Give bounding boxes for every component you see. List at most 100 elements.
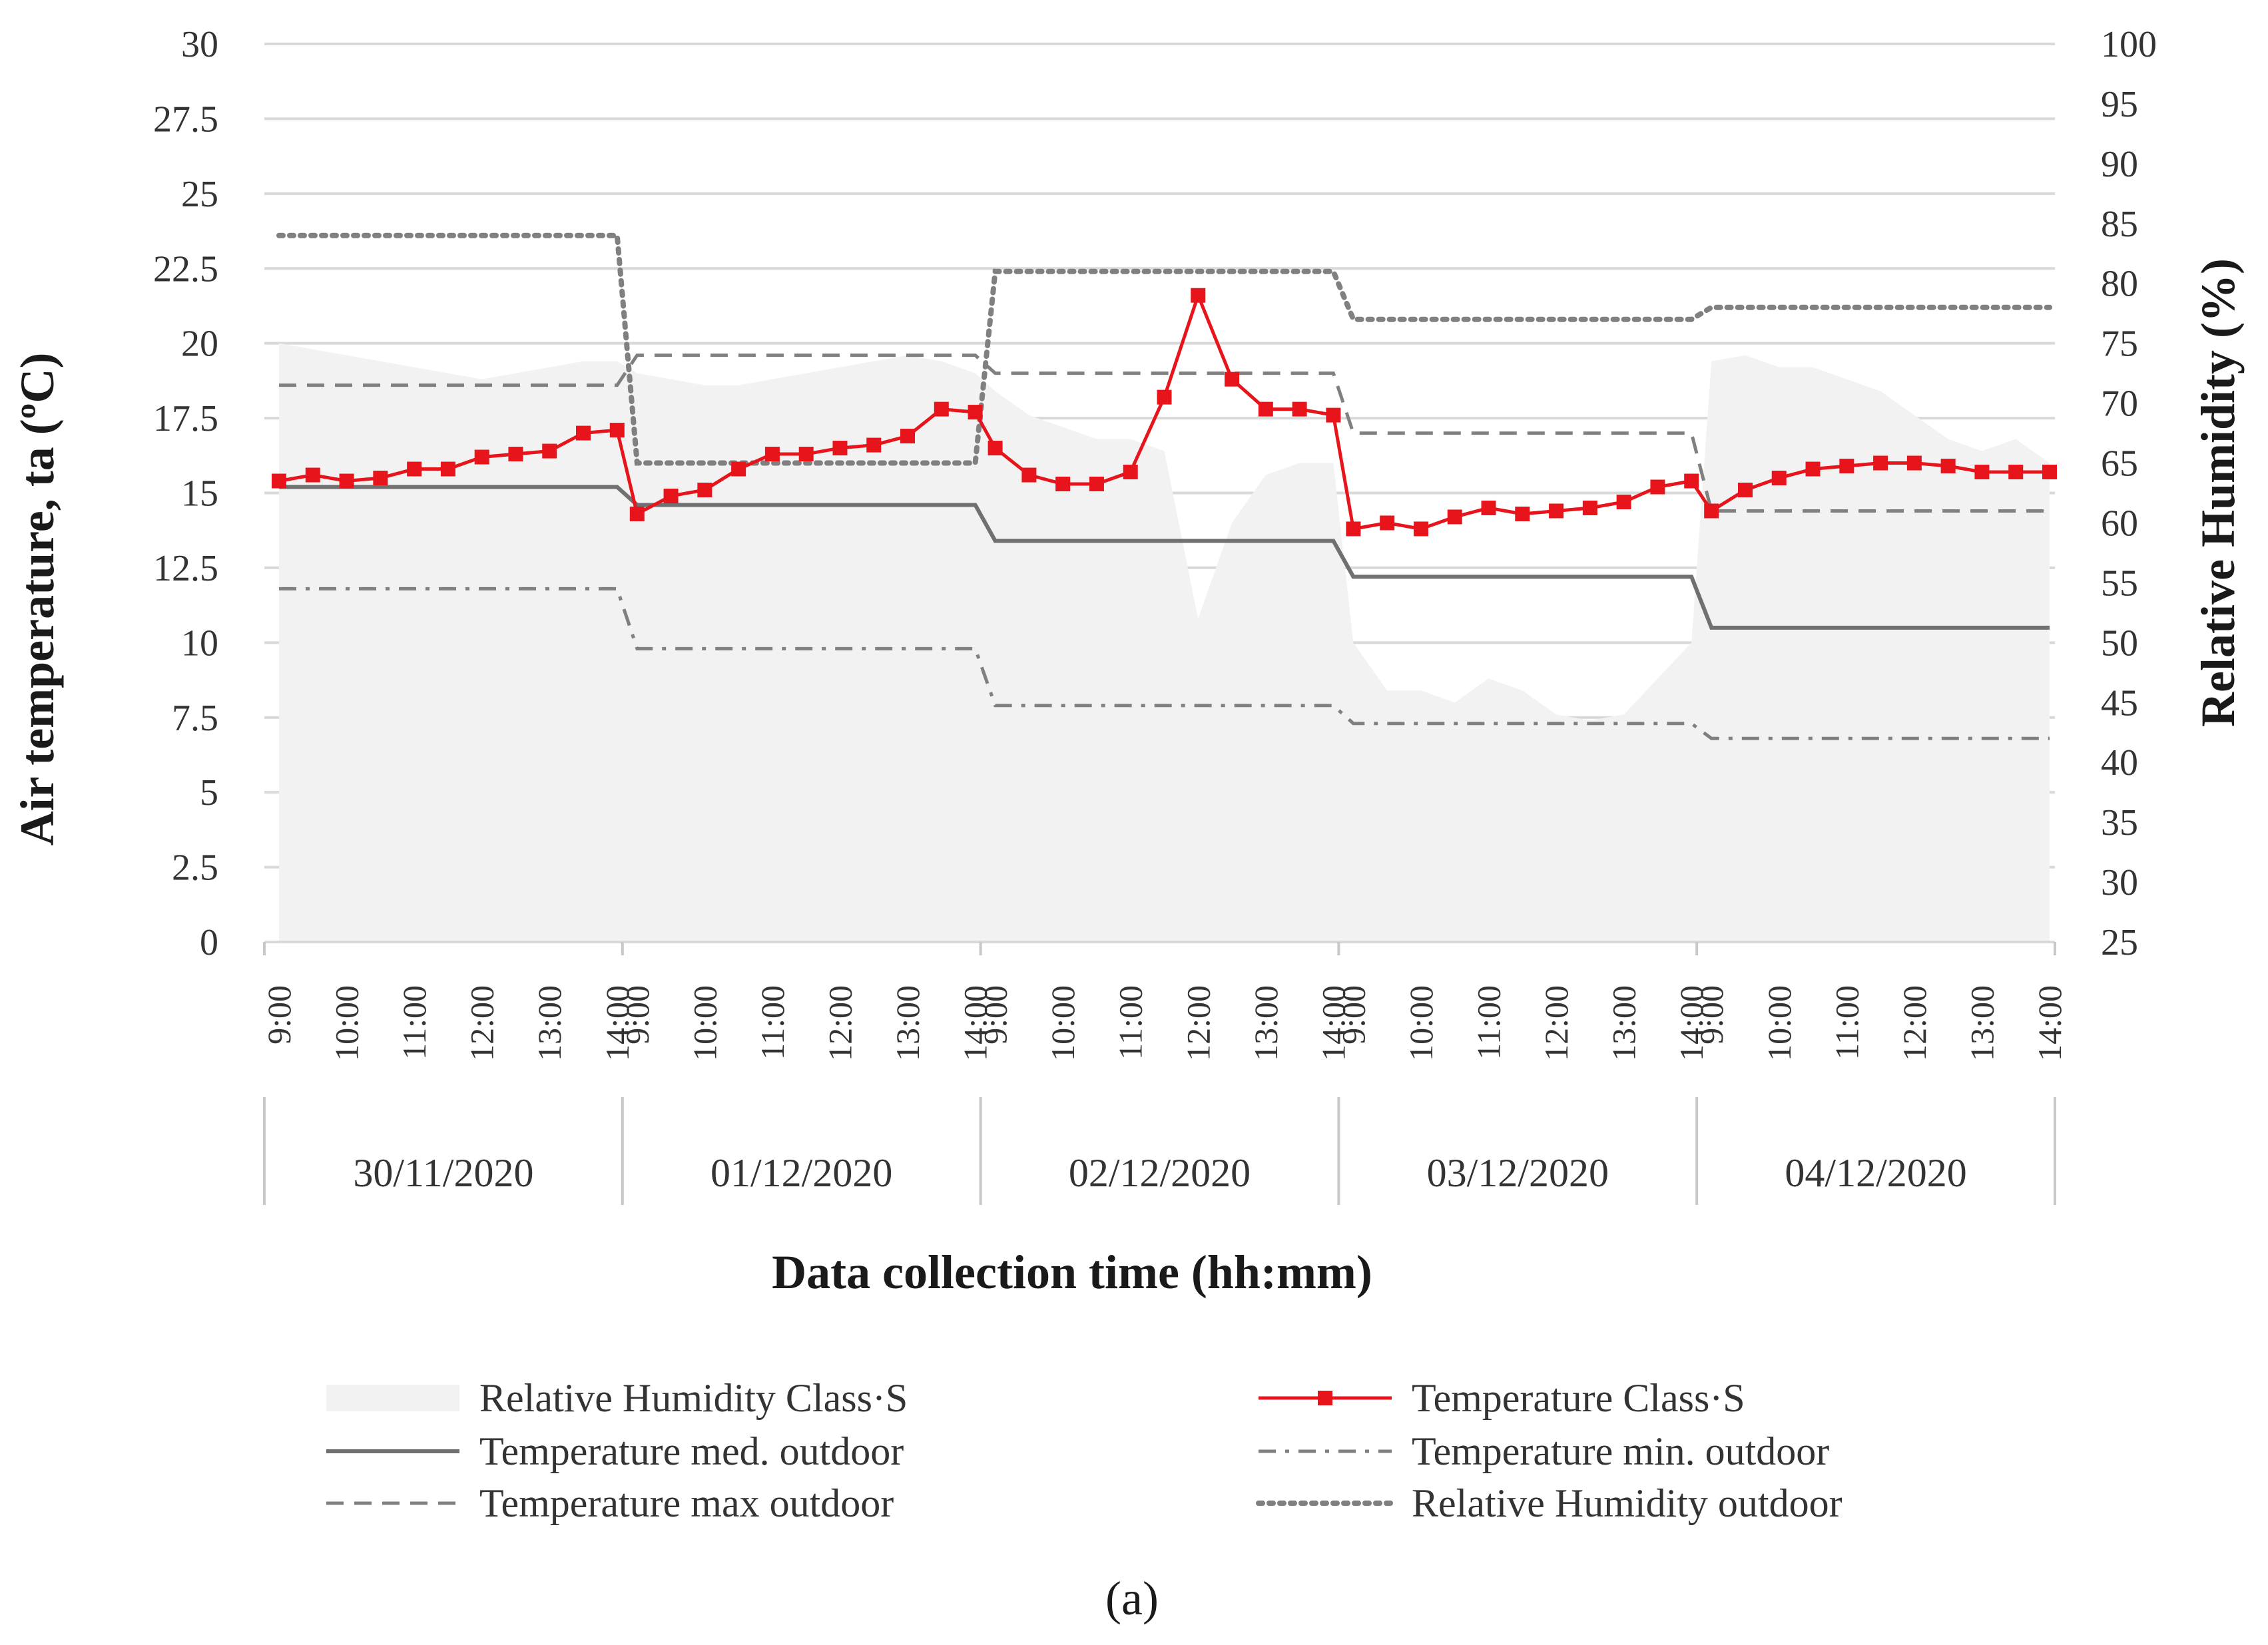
temperature-class-s-point xyxy=(1805,461,1821,477)
x-tick-label: 11:00 xyxy=(1828,985,1865,1060)
temperature-class-s-point xyxy=(1582,500,1597,515)
temperature-class-s-point xyxy=(2008,465,2024,480)
y-tick-label: 0 xyxy=(200,922,218,963)
temperature-class-s-point xyxy=(1326,407,1341,423)
legend-label: Temperature med. outdoor xyxy=(479,1429,904,1473)
temperature-class-s-point xyxy=(508,447,523,462)
temperature-class-s-point xyxy=(1123,465,1138,480)
temperature-class-s-point xyxy=(609,423,625,438)
x-tick-label: 14:00 xyxy=(1673,985,1710,1061)
x-tick-label: 11:00 xyxy=(1470,985,1508,1060)
x-tick-label: 10:00 xyxy=(328,985,366,1061)
x-tick-label: 12:00 xyxy=(821,985,858,1061)
axes-layer: 0 2.5 5 7.5 10 12.5 15 17.5 20 22.5 25 27.5 30 25 30 35… xyxy=(153,24,2157,1205)
series-line-dotted xyxy=(276,232,2052,466)
x-tick-label: 13:00 xyxy=(531,985,568,1061)
y2-tick-label: 45 xyxy=(2101,682,2138,724)
legend-item: Temperature min. outdoor xyxy=(1259,1429,1829,1473)
y2-tick-label: 65 xyxy=(2101,443,2138,485)
x-tick-label: 10:00 xyxy=(1044,985,1081,1061)
x-tick-label: 11:00 xyxy=(396,985,433,1060)
x-tick-label: 11:00 xyxy=(1112,985,1149,1060)
temperature-class-s-point xyxy=(1157,389,1172,405)
x-tick-label: 9:00 xyxy=(977,985,1014,1045)
temperature-class-s-point xyxy=(440,461,455,477)
temperature-class-s-point xyxy=(1684,473,1699,489)
x-tick-label: 11:00 xyxy=(754,985,791,1060)
temperature-class-s-point xyxy=(1089,477,1104,492)
temperature-class-s-point xyxy=(798,447,814,462)
temperature-class-s-point xyxy=(832,441,848,456)
y2-tick-label: 30 xyxy=(2101,862,2138,903)
temperature-class-s-point xyxy=(1346,521,1361,537)
temperature-class-s-point xyxy=(988,441,1003,456)
lines-layer xyxy=(272,232,2057,740)
temperature-class-s-point xyxy=(731,461,746,477)
y-tick-label: 22.5 xyxy=(153,248,218,290)
legend-label: Temperature max outdoor xyxy=(479,1481,894,1525)
temperature-class-s-point xyxy=(1974,465,1990,480)
temperature-class-s-point xyxy=(407,461,422,477)
temperature-class-s-point xyxy=(900,429,916,444)
y-tick-label: 27.5 xyxy=(153,99,218,140)
temperature-class-s-point xyxy=(542,443,557,459)
y2-tick-label: 90 xyxy=(2101,144,2138,185)
legend-label: Temperature Class·S xyxy=(1412,1376,1745,1420)
temperature-class-s-point xyxy=(1021,467,1037,483)
y2-tick-label: 80 xyxy=(2101,264,2138,305)
day-label: 02/12/2020 xyxy=(1069,1151,1251,1195)
temperature-class-s-point xyxy=(474,449,489,465)
temperature-class-s-point xyxy=(339,473,354,489)
x-axis-title: Data collection time (hh:mm) xyxy=(772,1246,1372,1299)
x-tick-label: 13:00 xyxy=(1963,985,2000,1061)
day-label: 03/12/2020 xyxy=(1427,1151,1609,1195)
y-tick-label: 5 xyxy=(200,772,218,814)
y-tick-label: 25 xyxy=(181,174,218,215)
x-tick-label: 9:00 xyxy=(1693,985,1730,1045)
temperature-class-s-point xyxy=(1771,471,1787,486)
y-tick-label: 30 xyxy=(181,24,218,65)
temperature-class-s-point xyxy=(1737,483,1753,498)
temperature-class-s-point xyxy=(1055,477,1071,492)
legend-item: Temperature max outdoor xyxy=(326,1481,894,1525)
x-tick-label: 13:00 xyxy=(1605,985,1643,1061)
x-tick-label: 14:00 xyxy=(1314,985,1352,1061)
temperature-class-s-point xyxy=(1906,455,1922,471)
x-tick-label: 10:00 xyxy=(1402,985,1440,1061)
day-label: 01/12/2020 xyxy=(710,1151,892,1195)
temperature-class-s-point xyxy=(305,467,320,483)
day-label: 04/12/2020 xyxy=(1785,1151,1966,1195)
y2-tick-label: 95 xyxy=(2101,84,2138,125)
x-tick-label: 9:00 xyxy=(619,985,656,1045)
legend-item: Relative Humidity outdoor xyxy=(1256,1481,1843,1525)
y2-tick-label: 50 xyxy=(2101,622,2138,664)
y-tick-label: 20 xyxy=(181,324,218,365)
y2-tick-label: 85 xyxy=(2101,204,2138,245)
temperature-class-s-point xyxy=(272,473,286,489)
y2-tick-label: 40 xyxy=(2101,742,2138,784)
legend-item: Temperature med. outdoor xyxy=(326,1429,904,1473)
temperature-class-s-point xyxy=(1258,401,1273,417)
day-label: 30/11/2020 xyxy=(353,1151,533,1195)
temperature-class-s-point xyxy=(1940,459,1956,474)
series-line-dash-dot xyxy=(279,587,2050,740)
y-tick-label: 7.5 xyxy=(172,698,218,739)
area-layer xyxy=(279,343,2050,942)
temperature-class-s-point xyxy=(968,405,983,420)
legend-swatch xyxy=(326,1385,459,1411)
temperature-class-s-point xyxy=(1704,503,1719,519)
temperature-class-s-point xyxy=(373,471,388,486)
temperature-class-s-point xyxy=(629,506,645,521)
temperature-class-s-point xyxy=(1616,494,1631,509)
legend-item: Relative Humidity Class·S xyxy=(326,1376,908,1420)
x-tick-label: 14:00 xyxy=(2031,985,2068,1061)
x-tick-label: 10:00 xyxy=(686,985,723,1061)
temperature-class-s-point xyxy=(1839,459,1854,474)
temperature-class-s-point xyxy=(1515,506,1530,521)
temperature-class-s-point xyxy=(1481,500,1496,515)
series-line-dashed xyxy=(279,353,2050,513)
temperature-class-s-point xyxy=(1447,509,1462,525)
legend: Relative Humidity Class·S Temperature Cla… xyxy=(326,1376,1843,1525)
